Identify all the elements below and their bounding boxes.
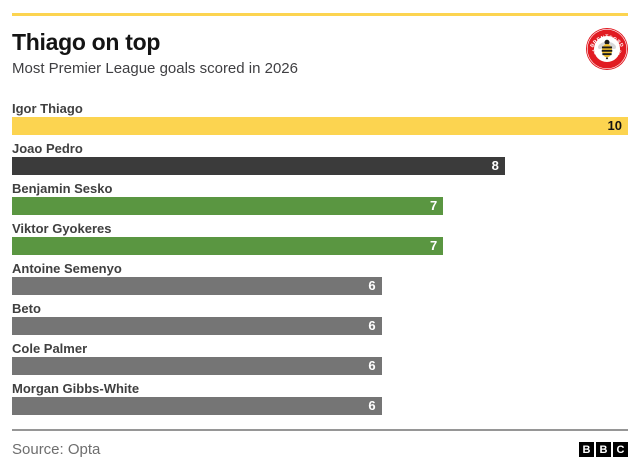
bar-row: Antoine Semenyo 6 (12, 262, 628, 295)
bar-value-label: 7 (429, 198, 438, 213)
bar-category-label: Benjamin Sesko (12, 181, 113, 196)
bar-row: Viktor Gyokeres 7 (12, 222, 628, 255)
bar-track: 7 (12, 237, 628, 255)
bbc-logo-block: B (596, 442, 611, 457)
bar-track: 10 (12, 117, 628, 135)
bar-category-label: Igor Thiago (12, 101, 83, 116)
bar-category-label: Morgan Gibbs-White (12, 381, 140, 396)
bar: 6 (12, 277, 382, 295)
bar-category-label: Cole Palmer (12, 341, 88, 356)
bar-track: 6 (12, 357, 628, 375)
bar-row: Benjamin Sesko 7 (12, 182, 628, 215)
bar-row: Cole Palmer 6 (12, 342, 628, 375)
chart-header: Thiago on top Most Premier League goals … (12, 28, 628, 78)
bar-track: 6 (12, 277, 628, 295)
brentford-club-badge: BRENTFORD FOOTBALL CLUB (586, 28, 628, 70)
bar-value-label: 10 (607, 118, 622, 133)
bar-value-label: 6 (368, 398, 376, 413)
bar-track: 6 (12, 317, 628, 335)
bar-value-label: 6 (368, 278, 376, 293)
bar-track: 8 (12, 157, 628, 175)
footer-divider (12, 429, 628, 431)
bar: 8 (12, 157, 505, 175)
bar: 7 (12, 237, 444, 255)
bar: 6 (12, 357, 382, 375)
bar-value-label: 6 (368, 318, 376, 333)
bar-value-label: 8 (491, 158, 499, 173)
bee-icon: BRENTFORD FOOTBALL CLUB (586, 28, 628, 70)
bar-value-label: 7 (429, 238, 438, 253)
bar-chart: Igor Thiago 10 Joao Pedro 8 Benjamin Sesko 7 V… (12, 102, 628, 415)
bar-category-label: Beto (12, 301, 41, 316)
bar-category-label: Joao Pedro (12, 141, 83, 156)
bbc-logo-block: C (613, 442, 628, 457)
chart-title: Thiago on top (12, 29, 161, 55)
bar-row: Beto 6 (12, 302, 628, 335)
accent-top-rule (12, 13, 628, 16)
chart-card: Thiago on top Most Premier League goals … (0, 13, 640, 475)
bar-row: Igor Thiago 10 (12, 102, 628, 135)
bar: 6 (12, 317, 382, 335)
bar: 6 (12, 397, 382, 415)
source-attribution: Source: Opta (12, 441, 101, 458)
bar-value-label: 6 (368, 358, 376, 373)
bar-category-label: Viktor Gyokeres (12, 221, 112, 236)
bar-category-label: Antoine Semenyo (12, 261, 122, 276)
bbc-logo-block: B (579, 442, 594, 457)
bar: 10 (12, 117, 628, 135)
bar-row: Joao Pedro 8 (12, 142, 628, 175)
bar-row: Morgan Gibbs-White 6 (12, 382, 628, 415)
bar-track: 7 (12, 197, 628, 215)
bar-track: 6 (12, 397, 628, 415)
bar: 7 (12, 197, 444, 215)
chart-subtitle: Most Premier League goals scored in 2026 (12, 60, 298, 77)
